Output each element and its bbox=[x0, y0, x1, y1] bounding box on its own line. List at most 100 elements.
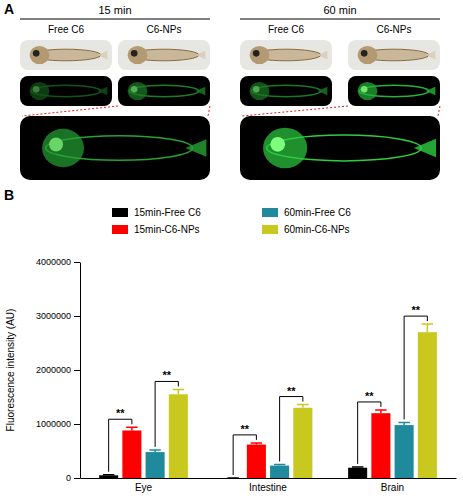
fish-head bbox=[30, 82, 50, 100]
column-title: Free C6 bbox=[268, 24, 305, 35]
legend-swatch bbox=[262, 225, 278, 234]
error-bar bbox=[274, 465, 285, 466]
significance-label: ** bbox=[365, 390, 374, 402]
bar bbox=[247, 445, 266, 478]
significance-label: ** bbox=[287, 385, 296, 397]
bar bbox=[348, 468, 367, 478]
panel-label: B bbox=[4, 187, 14, 203]
fish-tail bbox=[97, 87, 107, 95]
fluorescence-image bbox=[240, 76, 332, 106]
fish-head bbox=[128, 82, 148, 100]
zoom-guide bbox=[208, 106, 210, 116]
legend-label: 60min-Free C6 bbox=[284, 207, 351, 218]
y-tick-mark bbox=[74, 478, 80, 479]
x-tick: Eye bbox=[135, 482, 153, 493]
fish-tail bbox=[425, 87, 435, 95]
x-axis: Eye Intestine Brain bbox=[81, 479, 457, 494]
bar bbox=[371, 413, 390, 478]
legend-swatch bbox=[262, 208, 278, 217]
y-tick-label: 4000000 bbox=[36, 257, 71, 267]
significance-label: ** bbox=[411, 304, 420, 316]
error-bar bbox=[352, 466, 363, 468]
fish-eye bbox=[49, 138, 63, 152]
y-tick: 0 bbox=[66, 473, 80, 483]
x-tick-label: Intestine bbox=[249, 482, 287, 493]
y-tick-mark bbox=[74, 424, 80, 425]
y-tick: 3000000 bbox=[36, 311, 80, 321]
column-title: C6-NPs bbox=[376, 24, 411, 35]
x-tick-label: Eye bbox=[135, 482, 153, 493]
zoom-guide bbox=[22, 106, 118, 116]
fish-head bbox=[250, 46, 270, 64]
fluorescence-image bbox=[118, 76, 210, 106]
figure: A15 minFree C6C6-NPs60 minFree C6C6-NPsB… bbox=[0, 0, 463, 500]
significance-bracket bbox=[109, 419, 132, 472]
bar bbox=[395, 425, 414, 478]
legend-label: 15min-C6-NPs bbox=[134, 224, 200, 235]
legend-swatch bbox=[112, 225, 128, 234]
brightfield-image bbox=[20, 40, 112, 70]
brightfield-image bbox=[348, 40, 440, 70]
bar bbox=[224, 478, 243, 479]
column-title: Free C6 bbox=[48, 24, 85, 35]
fish-tail bbox=[195, 87, 205, 95]
zoom-image bbox=[240, 116, 440, 180]
fish-tail bbox=[414, 139, 436, 157]
fluorescence-image bbox=[20, 76, 112, 106]
fish-head bbox=[263, 128, 307, 168]
group-title: 15 min bbox=[98, 4, 131, 16]
error-bar bbox=[126, 427, 137, 430]
error-bar bbox=[251, 443, 262, 445]
legend-swatch bbox=[112, 208, 128, 217]
y-tick-label: 3000000 bbox=[36, 311, 71, 321]
fish-tail bbox=[317, 51, 327, 59]
error-bar bbox=[422, 324, 433, 332]
fluorescence-image bbox=[348, 76, 440, 106]
panel-label: A bbox=[4, 1, 14, 17]
error-bar bbox=[103, 474, 114, 476]
fish-tail bbox=[195, 51, 205, 59]
fish-head bbox=[358, 46, 378, 64]
fish-tail bbox=[97, 51, 107, 59]
legend: 15min-Free C615min-C6-NPs60min-Free C660… bbox=[112, 207, 351, 235]
bar bbox=[122, 430, 141, 478]
significance-bracket bbox=[155, 381, 178, 446]
bar bbox=[146, 452, 165, 478]
significance-bracket bbox=[233, 435, 256, 475]
group-rule bbox=[240, 19, 440, 20]
significance-bracket bbox=[280, 397, 303, 462]
plot-marks bbox=[99, 324, 437, 478]
fish-tail bbox=[317, 87, 327, 95]
fish-head bbox=[358, 82, 378, 100]
fish-eye bbox=[361, 50, 368, 57]
bar bbox=[99, 475, 118, 478]
y-tick-label: 1000000 bbox=[36, 419, 71, 429]
x-tick-label: Brain bbox=[381, 482, 404, 493]
fish-head bbox=[128, 46, 148, 64]
bar bbox=[169, 394, 188, 478]
significance-bracket bbox=[358, 402, 381, 464]
fish-eye bbox=[33, 50, 40, 57]
group-rule bbox=[20, 19, 210, 20]
panel-b: B15min-Free C615min-C6-NPs60min-Free C66… bbox=[4, 187, 457, 493]
bar bbox=[270, 466, 289, 478]
y-axis-line bbox=[80, 263, 81, 479]
column-title: C6-NPs bbox=[146, 24, 181, 35]
annotations: ************ bbox=[109, 304, 428, 475]
y-tick: 1000000 bbox=[36, 419, 80, 429]
significance-label: ** bbox=[240, 423, 249, 435]
brightfield-image bbox=[118, 40, 210, 70]
fish-tail bbox=[425, 51, 435, 59]
fish-head bbox=[250, 82, 270, 100]
bar bbox=[293, 408, 312, 478]
zoom-image bbox=[20, 116, 210, 180]
y-tick-label: 2000000 bbox=[36, 365, 71, 375]
fish-eye bbox=[131, 50, 138, 57]
zoom-guide bbox=[242, 106, 348, 116]
fish-tail bbox=[185, 139, 206, 156]
fish-eye bbox=[270, 137, 285, 152]
fish-head bbox=[42, 129, 84, 167]
legend-label: 60min-C6-NPs bbox=[284, 224, 350, 235]
x-tick: Brain bbox=[381, 482, 404, 493]
brightfield-image bbox=[240, 40, 332, 70]
